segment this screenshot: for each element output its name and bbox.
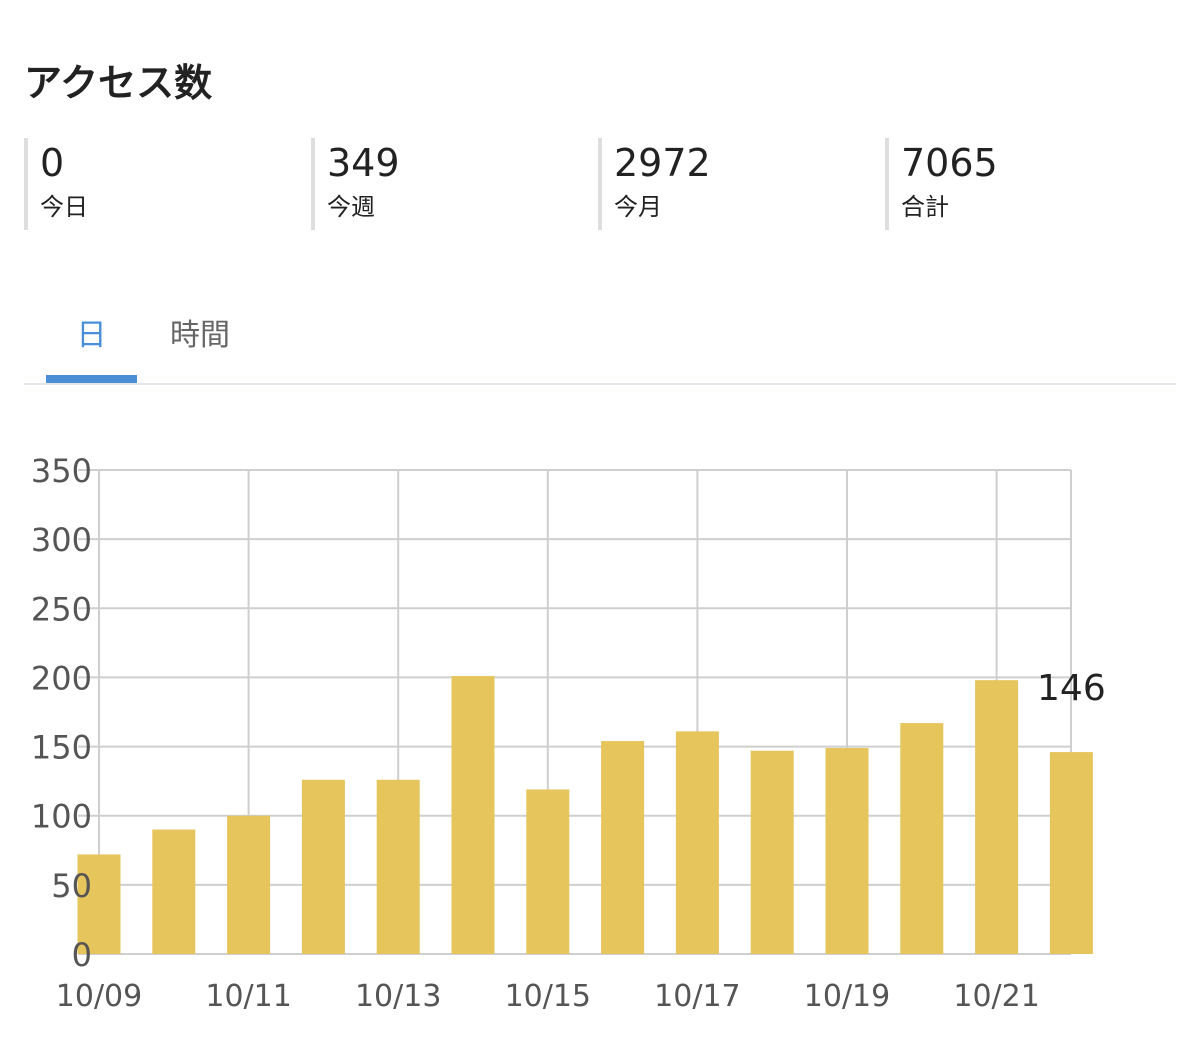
stat-month-label: 今月 [614,193,662,221]
bar-10/12 [301,779,345,954]
y-tick-label: 350 [31,452,92,490]
y-tick-label: 200 [31,659,92,697]
stat-today: 0 今日 [24,138,294,230]
x-tick-label: 10/09 [56,979,142,1014]
bar-10/14 [451,676,495,954]
data-label: 146 [1037,668,1106,709]
section-title: アクセス数 [24,61,213,105]
bar-10/20 [900,723,944,954]
bar-10/09 [77,854,121,954]
tab-hour[interactable]: 時間 [170,318,230,353]
x-tick-label: 10/19 [804,979,890,1014]
bar-10/21 [975,680,1019,954]
bar-10/13 [376,779,420,954]
stat-week-value: 349 [327,141,400,185]
y-tick-label: 150 [31,729,92,767]
y-tick-label: 50 [51,867,92,905]
y-tick-label: 100 [31,798,92,836]
stat-total-label: 合計 [901,193,949,221]
y-tick-label: 0 [72,936,92,974]
bar-10/22 [1049,752,1093,954]
bar-10/18 [750,750,794,954]
y-tick-label: 250 [31,590,92,628]
stats-summary: 0 今日 349 今週 2972 今月 7065 合計 [24,138,1176,230]
stat-total: 7065 合計 [885,138,1155,230]
tabs-divider [24,383,1176,385]
bar-10/10 [152,829,196,954]
stat-week-label: 今週 [327,193,375,221]
x-tick-label: 10/13 [355,979,441,1014]
x-tick-label: 10/15 [505,979,591,1014]
stat-total-value: 7065 [901,141,998,185]
active-tab-indicator [46,375,137,383]
bar-10/19 [825,747,869,954]
chart-tabs: 日 時間 [24,300,1176,386]
x-tick-label: 10/21 [953,979,1039,1014]
stat-today-value: 0 [40,141,65,185]
stat-month-value: 2972 [614,141,711,185]
bar-10/16 [601,741,645,954]
access-bar-chart: 0 50 100 150 200 250 300 350 10/09 10/11 10/13 10/1… [31,452,1106,1014]
y-tick-label: 300 [31,521,92,559]
bar-10/11 [227,815,271,954]
stat-month: 2972 今月 [598,138,868,230]
stat-week: 349 今週 [311,138,581,230]
bar-10/17 [675,731,719,954]
x-tick-label: 10/11 [205,979,291,1014]
x-tick-label: 10/17 [654,979,740,1014]
stat-today-label: 今日 [40,193,88,221]
bar-10/15 [526,789,570,954]
tab-day[interactable]: 日 [76,318,107,353]
